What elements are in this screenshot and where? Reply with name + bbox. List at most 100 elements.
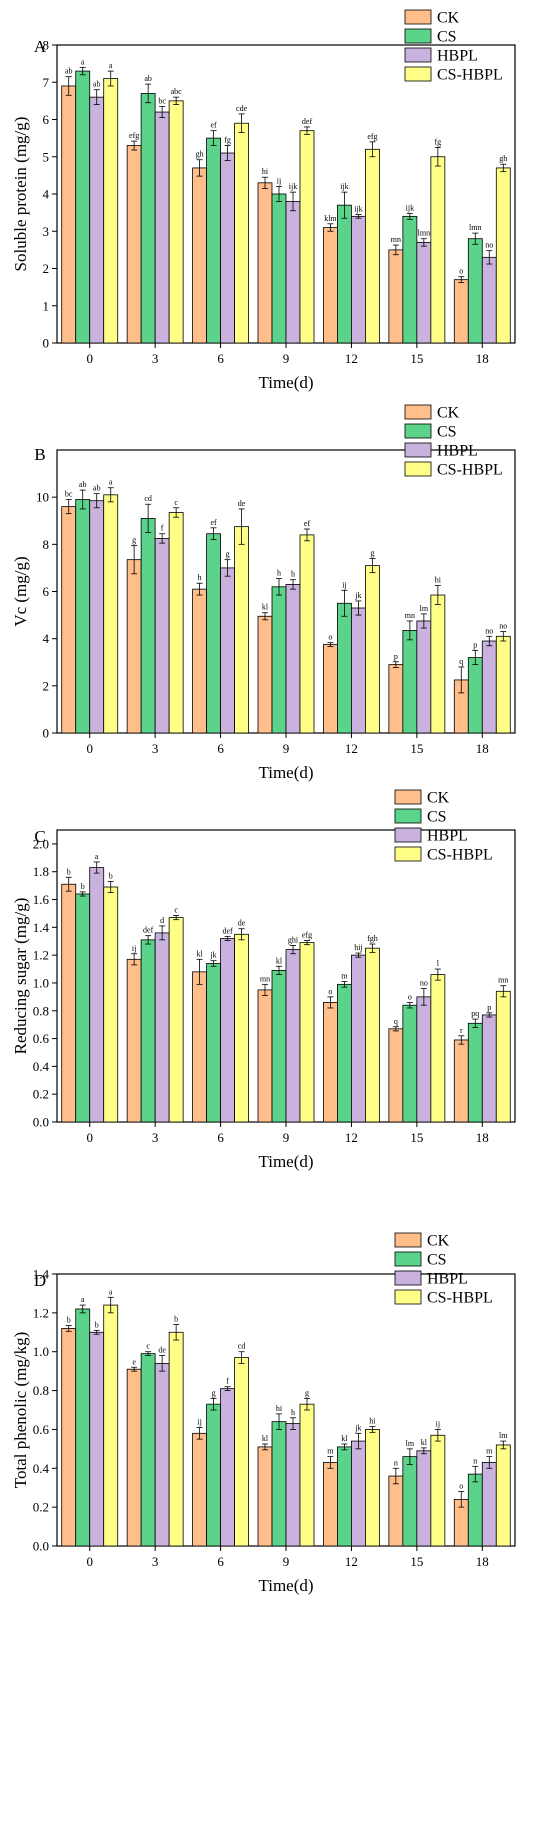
- bar-hbpl: [154, 932, 170, 1123]
- significance-label: lm: [406, 1439, 415, 1448]
- significance-label: m: [486, 1447, 493, 1456]
- y-tick-label: 0: [43, 726, 50, 741]
- chart-panel-D: D 0.0 0.2 0.4 0.6 0.8 1.0 1.2 1.4 Total phenolic …: [11, 1233, 516, 1595]
- significance-label: kl: [341, 1434, 348, 1443]
- y-tick-label: 1.6: [33, 892, 50, 907]
- significance-label: fg: [435, 137, 442, 146]
- bar-cs-hbpl: [299, 1403, 315, 1547]
- bar-hbpl: [416, 996, 432, 1123]
- significance-label: e: [132, 1357, 136, 1366]
- y-tick-label: 0.6: [33, 1031, 50, 1046]
- bar-cs-hbpl: [365, 947, 380, 1123]
- y-tick-label: 0.2: [33, 1500, 49, 1515]
- x-tick-label: 9: [283, 741, 290, 756]
- bar-ck: [61, 1328, 77, 1547]
- bar-ck: [61, 506, 77, 734]
- x-tick-label: 3: [152, 351, 159, 366]
- x-tick-label: 15: [410, 741, 423, 756]
- legend-label: CK: [437, 10, 460, 27]
- significance-label: h: [291, 1408, 295, 1417]
- significance-label: hi: [276, 1404, 283, 1413]
- y-tick-label: 0.0: [33, 1115, 49, 1130]
- y-tick-label: 1.8: [33, 864, 49, 879]
- y-tick-label: 0.8: [33, 1003, 49, 1018]
- x-tick-label: 9: [283, 351, 290, 366]
- legend-label: CS: [437, 424, 457, 441]
- bar-cs: [467, 1473, 483, 1547]
- bar-cs: [402, 1456, 418, 1547]
- bar-cs-hbpl: [299, 942, 315, 1123]
- legend-label: CS: [437, 29, 457, 46]
- significance-label: p: [473, 640, 477, 649]
- y-tick-label: 0: [43, 336, 50, 351]
- bar-cs-hbpl: [495, 990, 511, 1123]
- significance-label: b: [109, 871, 113, 880]
- bar-hbpl: [351, 607, 366, 734]
- y-tick-label: 7: [43, 75, 50, 90]
- y-tick-label: 6: [43, 112, 50, 127]
- significance-label: kl: [421, 1438, 428, 1447]
- legend-swatch-hbpl: [394, 827, 422, 843]
- significance-label: ef: [210, 518, 217, 527]
- significance-label: o: [459, 267, 463, 276]
- bar-cs: [402, 1004, 418, 1123]
- bar-hbpl: [220, 152, 235, 344]
- y-tick-label: 1: [43, 298, 50, 313]
- significance-label: def: [222, 926, 233, 935]
- y-tick-label: 0.8: [33, 1383, 49, 1398]
- significance-label: ghi: [288, 935, 299, 944]
- significance-label: lmn: [469, 223, 481, 232]
- y-tick-label: 0.4: [33, 1059, 50, 1074]
- x-tick-label: 12: [345, 1130, 358, 1145]
- significance-label: o: [408, 992, 412, 1001]
- y-tick-label: 4: [43, 631, 50, 646]
- bar-cs: [206, 137, 221, 344]
- y-axis-title: Reducing sugar (mg/g): [11, 898, 30, 1055]
- significance-label: c: [174, 906, 178, 915]
- significance-label: hi: [369, 1417, 376, 1426]
- bar-cs-hbpl: [430, 156, 446, 344]
- bar-ck: [323, 1462, 338, 1547]
- significance-label: gh: [499, 154, 507, 163]
- significance-label: klm: [324, 214, 337, 223]
- bar-ck: [192, 1432, 207, 1547]
- y-tick-label: 1.0: [33, 975, 49, 990]
- x-tick-label: 0: [86, 351, 93, 366]
- significance-label: b: [81, 882, 85, 891]
- significance-label: h: [277, 569, 281, 578]
- legend-label: HBPL: [427, 828, 468, 845]
- legend-swatch-hbpl: [404, 47, 432, 63]
- y-tick-label: 1.4: [33, 920, 50, 935]
- x-tick-label: 12: [345, 741, 358, 756]
- significance-label: g: [305, 1388, 309, 1397]
- bar-cs: [75, 499, 91, 734]
- bar-cs-hbpl: [234, 122, 249, 344]
- significance-label: q: [459, 657, 463, 666]
- significance-label: lm: [499, 1431, 508, 1440]
- bar-cs: [337, 1446, 352, 1547]
- bar-hbpl: [154, 111, 170, 344]
- bar-hbpl: [285, 201, 301, 344]
- bar-hbpl: [89, 500, 105, 734]
- legend-swatch-cs: [404, 423, 432, 439]
- bar-cs: [467, 657, 483, 734]
- bar-ck: [61, 883, 77, 1123]
- y-tick-label: 2.0: [33, 836, 49, 851]
- y-tick-label: 0.0: [33, 1539, 49, 1554]
- bar-cs: [206, 533, 221, 734]
- significance-label: ij: [277, 177, 281, 186]
- panel-letter: B: [34, 445, 45, 464]
- legend-swatch-cs: [404, 28, 432, 44]
- significance-label: ijk: [289, 182, 297, 191]
- bar-hbpl: [416, 1450, 432, 1547]
- significance-label: kl: [262, 603, 269, 612]
- significance-label: b: [95, 1320, 99, 1329]
- y-tick-label: 1.2: [33, 948, 49, 963]
- bar-cs: [467, 238, 483, 344]
- bar-cs-hbpl: [103, 78, 119, 344]
- significance-label: ijk: [406, 203, 414, 212]
- chart-panel-B: B 0 2 4 6 8 10 Vc (mg/g) 0 3 6 9 12 15 18 Time(d) bc g h kl…: [11, 405, 516, 782]
- significance-label: fg: [224, 136, 231, 145]
- significance-label: jk: [209, 951, 216, 960]
- bar-hbpl: [351, 1440, 366, 1547]
